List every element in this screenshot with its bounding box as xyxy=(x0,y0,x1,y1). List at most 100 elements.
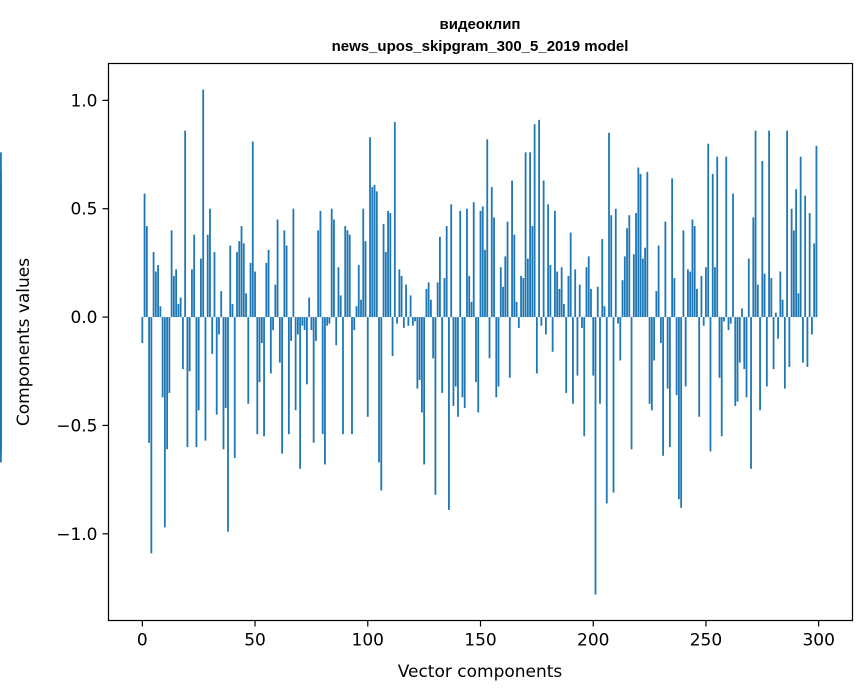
bar-264 xyxy=(736,317,739,402)
bar-288 xyxy=(790,208,793,318)
bar-125 xyxy=(423,317,426,465)
bar-220 xyxy=(637,167,640,318)
bar-289 xyxy=(792,230,795,318)
bar-295 xyxy=(806,317,809,367)
bar-58 xyxy=(272,317,274,331)
bar-60 xyxy=(276,219,279,318)
bar-13 xyxy=(170,230,173,318)
bar-297 xyxy=(811,317,813,335)
bar-42 xyxy=(236,252,238,318)
x-tick-label-250: 250 xyxy=(690,631,722,651)
bar-202 xyxy=(596,286,599,318)
bar-27 xyxy=(202,89,205,318)
bar-136 xyxy=(448,317,450,510)
bar-80 xyxy=(321,317,324,435)
bar-undefined xyxy=(0,317,2,450)
bar-245 xyxy=(693,226,696,318)
bar-47 xyxy=(247,317,250,404)
bar-183 xyxy=(554,210,556,318)
x-tick-label-50: 50 xyxy=(244,631,266,651)
bar-63 xyxy=(283,230,286,318)
bar-169 xyxy=(522,278,525,318)
bar-120 xyxy=(411,317,414,326)
bar-26 xyxy=(200,258,202,318)
bar-163 xyxy=(508,317,511,378)
bar-236 xyxy=(673,278,676,318)
bar-166 xyxy=(515,301,518,318)
bar-50 xyxy=(254,271,256,318)
bar-293 xyxy=(802,317,804,363)
bar-196 xyxy=(583,317,586,437)
bar-149 xyxy=(477,317,480,413)
bar-undefined xyxy=(0,252,2,318)
bar-201 xyxy=(594,317,597,595)
bar-82 xyxy=(326,317,329,326)
bar-272 xyxy=(754,130,757,318)
bar-268 xyxy=(745,317,748,398)
y-tick-label-3: 0.5 xyxy=(70,200,97,220)
bar-241 xyxy=(684,317,687,387)
bar-20 xyxy=(186,317,189,448)
bar-230 xyxy=(659,317,662,344)
bar-126 xyxy=(425,288,428,318)
chart-subtitle: news_upos_skipgram_300_5_2019 model xyxy=(332,38,629,55)
bar-70 xyxy=(299,317,302,469)
bar-5 xyxy=(152,252,155,318)
bar-116 xyxy=(402,317,405,328)
bar-25 xyxy=(197,317,200,411)
bar-132 xyxy=(439,236,441,318)
bar-279 xyxy=(770,278,773,318)
bar-133 xyxy=(441,317,444,393)
bar-66 xyxy=(290,317,293,341)
bar-109 xyxy=(387,210,389,318)
bar-148 xyxy=(475,317,477,383)
bar-186 xyxy=(560,267,563,318)
bar-131 xyxy=(436,282,439,318)
bar-172 xyxy=(529,152,531,318)
bar-55 xyxy=(265,262,268,318)
bar-174 xyxy=(533,124,536,318)
bar-274 xyxy=(759,317,761,411)
bar-95 xyxy=(355,306,358,318)
bar-266 xyxy=(741,308,743,318)
bar-18 xyxy=(182,317,184,370)
y-tick-label-0: −1.0 xyxy=(56,525,97,545)
bar-94 xyxy=(353,317,356,331)
bar-28 xyxy=(204,317,207,441)
bar-51 xyxy=(256,317,259,435)
bar-41 xyxy=(233,317,236,458)
bar-223 xyxy=(644,247,646,318)
bar-15 xyxy=(175,269,178,318)
bar-39 xyxy=(229,245,232,318)
y-axis-label: Components values xyxy=(14,258,34,426)
bar-292 xyxy=(799,156,802,318)
bar-181 xyxy=(549,265,552,318)
bar-24 xyxy=(195,317,198,448)
bar-102 xyxy=(371,187,374,318)
bar-98 xyxy=(362,208,365,318)
bar-118 xyxy=(407,317,410,326)
bar-111 xyxy=(391,317,394,357)
bar-225 xyxy=(648,317,651,404)
bar-76 xyxy=(312,317,315,443)
bar-195 xyxy=(581,317,583,328)
bar-16 xyxy=(177,304,180,318)
bar-7 xyxy=(157,265,159,318)
bar-33 xyxy=(215,317,218,415)
bar-287 xyxy=(788,317,791,367)
bar-185 xyxy=(558,288,561,318)
bar-257 xyxy=(720,317,723,437)
x-axis-ticks: 0 50 100 150 200 250 300 xyxy=(137,620,835,651)
bar-160 xyxy=(502,286,504,318)
bar-263 xyxy=(734,317,737,406)
bar-90 xyxy=(344,226,347,318)
bar-17 xyxy=(179,297,182,318)
bar-147 xyxy=(472,202,475,318)
bar-152 xyxy=(484,249,486,318)
bar-105 xyxy=(378,317,380,463)
bar-234 xyxy=(668,317,671,448)
bar-184 xyxy=(556,271,559,318)
bar-251 xyxy=(707,143,710,318)
bar-3 xyxy=(148,317,150,443)
bar-209 xyxy=(612,317,615,493)
